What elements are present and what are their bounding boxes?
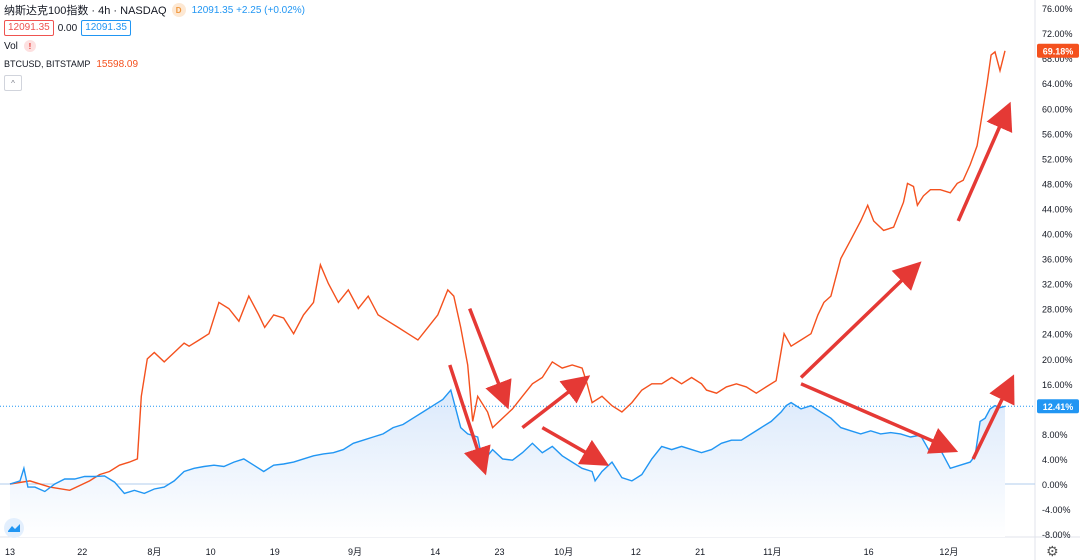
y-tick-label: 32.00% xyxy=(1042,280,1073,290)
y-tick-label: 8.00% xyxy=(1042,430,1068,440)
ndx-last-value-label: 12.41% xyxy=(1043,402,1074,412)
y-tick-label: 28.00% xyxy=(1042,305,1073,315)
y-tick-label: 0.00% xyxy=(1042,480,1068,490)
x-tick-label: 14 xyxy=(430,547,440,557)
y-tick-label: 20.00% xyxy=(1042,355,1073,365)
chart-legend: 纳斯达克100指数 · 4h · NASDAQ D 12091.35 +2.25… xyxy=(4,1,305,91)
btc-value: 15598.09 xyxy=(96,58,139,70)
y-tick-label: 56.00% xyxy=(1042,129,1073,139)
y-tick-label: 44.00% xyxy=(1042,204,1073,214)
annotation-arrow xyxy=(448,364,491,476)
btc-row: BTCUSD, BITSTAMP 15598.09 xyxy=(4,55,305,73)
y-tick-label: 4.00% xyxy=(1042,455,1068,465)
btc-series-line[interactable] xyxy=(9,50,1006,492)
warning-icon[interactable]: ! xyxy=(23,40,36,52)
y-tick-label: 76.00% xyxy=(1042,4,1073,14)
x-tick-label: 19 xyxy=(270,547,280,557)
x-tick-label: 16 xyxy=(864,547,874,557)
y-tick-label: -4.00% xyxy=(1042,505,1071,515)
btc-symbol[interactable]: BTCUSD, BITSTAMP xyxy=(4,59,91,69)
annotation-arrow xyxy=(800,382,959,454)
annotation-arrow xyxy=(956,101,1013,222)
x-tick-label: 22 xyxy=(77,547,87,557)
annotation-arrow xyxy=(971,374,1015,460)
y-tick-label: 68.00% xyxy=(1042,54,1073,64)
x-tick-label: 12月 xyxy=(939,547,958,557)
x-tick-label: 21 xyxy=(695,547,705,557)
annotation-arrow xyxy=(468,308,512,410)
y-tick-label: 40.00% xyxy=(1042,230,1073,240)
x-tick-label: 12 xyxy=(631,547,641,557)
x-tick-label: 13 xyxy=(5,547,15,557)
x-tick-label: 9月 xyxy=(348,547,362,557)
x-tick-label: 11月 xyxy=(763,547,781,557)
btc-last-value-badge xyxy=(1037,43,1079,58)
y-tick-label: 60.00% xyxy=(1042,104,1073,114)
ndx-area-fill xyxy=(10,390,1005,537)
ndx-series-line[interactable] xyxy=(9,388,1006,495)
symbol-title[interactable]: 纳斯达克100指数 · 4h · NASDAQ xyxy=(4,5,167,17)
collapse-legend-icon[interactable]: ^ xyxy=(4,75,22,91)
collapse-row: ^ xyxy=(4,73,305,91)
trade-row: 12091.35 0.00 12091.35 xyxy=(4,19,305,37)
y-tick-label: -8.00% xyxy=(1042,530,1071,540)
d-badge-icon[interactable]: D xyxy=(171,3,186,17)
y-tick-label: 24.00% xyxy=(1042,330,1073,340)
y-tick-label: 16.00% xyxy=(1042,380,1073,390)
y-tick-label: 72.00% xyxy=(1042,29,1073,39)
vol-label[interactable]: Vol xyxy=(4,40,18,52)
sell-button[interactable]: 12091.35 xyxy=(4,20,54,36)
symbol-row: 纳斯达克100指数 · 4h · NASDAQ D 12091.35 +2.25… xyxy=(4,1,305,19)
x-tick-label: 8月 xyxy=(147,547,161,557)
y-tick-label: 52.00% xyxy=(1042,154,1073,164)
x-tick-label: 10 xyxy=(206,547,216,557)
annotation-arrow xyxy=(799,261,922,379)
vol-row: Vol ! xyxy=(4,37,305,55)
price-change: 12091.35 +2.25 (+0.02%) xyxy=(191,4,306,16)
y-tick-label: 64.00% xyxy=(1042,79,1073,89)
tradingview-logo-icon[interactable] xyxy=(4,518,24,538)
y-tick-label: 36.00% xyxy=(1042,255,1073,265)
annotation-arrow xyxy=(521,375,591,430)
spread-value: 0.00 xyxy=(57,22,78,34)
y-tick-label: 48.00% xyxy=(1042,179,1073,189)
x-tick-label: 10月 xyxy=(554,547,573,557)
btc-last-value-label: 69.18% xyxy=(1043,46,1074,56)
x-tick-label: 23 xyxy=(494,547,504,557)
buy-button[interactable]: 12091.35 xyxy=(81,20,131,36)
annotation-arrow xyxy=(541,426,610,466)
ndx-last-value-badge xyxy=(1037,399,1079,414)
settings-gear-icon[interactable]: ⚙ xyxy=(1046,543,1059,559)
